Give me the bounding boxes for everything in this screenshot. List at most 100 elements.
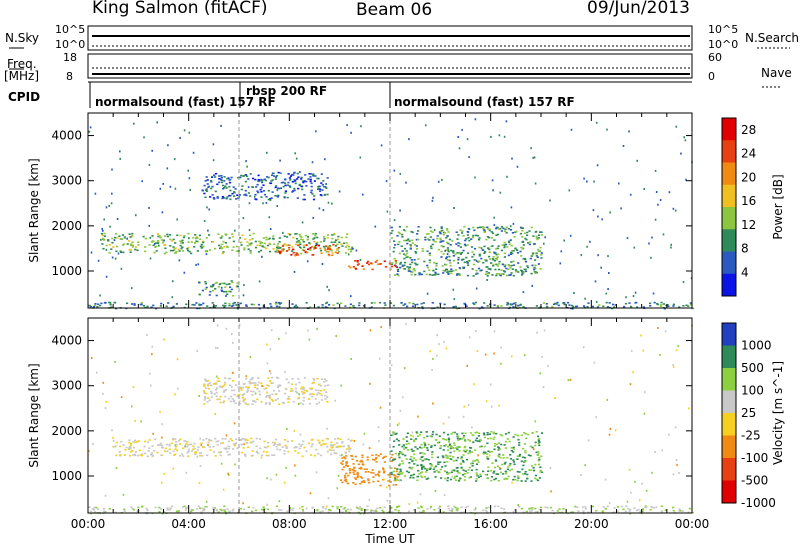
data-cell xyxy=(269,348,272,351)
data-cell xyxy=(425,458,428,460)
data-cell xyxy=(514,231,517,234)
data-cell xyxy=(160,302,163,305)
data-cell xyxy=(421,466,424,469)
data-cell xyxy=(332,244,335,246)
data-cell xyxy=(354,478,357,480)
data-cell xyxy=(490,262,493,264)
data-cell xyxy=(360,508,363,510)
data-cell xyxy=(310,388,313,391)
data-cell xyxy=(423,436,426,439)
data-cell xyxy=(453,442,456,444)
data-cell xyxy=(457,258,460,261)
data-cell xyxy=(511,157,513,160)
data-cell xyxy=(457,234,460,236)
data-cell xyxy=(445,256,448,258)
data-cell xyxy=(509,458,513,460)
data-cell xyxy=(204,288,207,290)
y-tick-label: 2000 xyxy=(51,219,82,233)
data-cell xyxy=(262,184,265,186)
data-cell xyxy=(463,243,466,246)
data-cell xyxy=(291,173,294,176)
data-cell xyxy=(366,262,369,264)
data-cell xyxy=(591,505,594,508)
data-cell xyxy=(262,450,265,453)
data-cell xyxy=(336,487,339,490)
data-cell xyxy=(278,250,281,253)
data-cell xyxy=(428,239,431,241)
data-cell xyxy=(491,179,494,182)
data-cell xyxy=(359,506,362,508)
data-cell xyxy=(654,218,657,221)
data-cell xyxy=(256,398,259,401)
data-cell xyxy=(411,466,414,469)
data-cell xyxy=(516,249,519,252)
data-cell xyxy=(667,305,670,307)
data-cell xyxy=(521,229,524,232)
data-cell xyxy=(271,237,275,240)
data-cell xyxy=(216,324,219,327)
data-cell xyxy=(132,454,135,456)
data-cell xyxy=(272,235,275,237)
data-cell xyxy=(393,258,396,260)
data-cell xyxy=(171,296,174,299)
data-cell xyxy=(215,440,218,443)
data-cell xyxy=(231,192,234,195)
data-cell xyxy=(206,454,209,457)
data-cell xyxy=(193,304,196,306)
data-cell xyxy=(299,402,302,404)
data-cell xyxy=(271,393,274,396)
data-cell xyxy=(193,246,196,248)
data-cell xyxy=(499,434,502,436)
data-cell xyxy=(405,250,408,252)
data-cell xyxy=(423,270,426,273)
data-cell xyxy=(369,329,372,332)
data-cell xyxy=(105,206,108,209)
data-cell xyxy=(446,235,449,237)
data-cell xyxy=(239,176,242,179)
data-cell xyxy=(359,476,362,478)
data-cell xyxy=(358,467,361,470)
data-cell xyxy=(405,470,409,473)
data-cell xyxy=(523,232,526,235)
data-cell xyxy=(431,451,434,453)
data-cell xyxy=(435,465,438,468)
data-cell xyxy=(420,505,423,508)
data-cell xyxy=(277,187,280,189)
data-cell xyxy=(328,448,331,451)
data-cell xyxy=(538,441,541,444)
data-cell xyxy=(663,307,666,310)
data-cell xyxy=(159,187,162,190)
data-cell xyxy=(148,206,150,209)
data-cell xyxy=(584,508,588,510)
data-cell xyxy=(320,389,323,392)
data-cell xyxy=(345,472,348,475)
data-cell xyxy=(401,453,404,456)
data-cell xyxy=(187,246,190,249)
data-cell xyxy=(429,226,432,229)
data-cell xyxy=(131,232,134,235)
data-cell xyxy=(446,270,449,273)
colorbar-swatch xyxy=(722,229,736,252)
data-cell xyxy=(298,233,301,236)
data-cell xyxy=(133,454,136,457)
data-cell xyxy=(428,273,431,276)
data-cell xyxy=(369,510,372,513)
data-cell xyxy=(222,251,225,253)
data-cell xyxy=(259,241,263,244)
data-cell xyxy=(633,507,636,510)
data-cell xyxy=(373,510,376,512)
data-cell xyxy=(624,302,628,305)
data-cell xyxy=(524,471,527,473)
data-cell xyxy=(143,445,146,448)
colorbar-tick-label: 100 xyxy=(741,384,764,398)
data-cell xyxy=(183,235,186,237)
data-cell xyxy=(475,463,479,465)
data-cell xyxy=(288,185,291,187)
data-cell xyxy=(111,192,113,195)
data-cell xyxy=(298,396,301,399)
data-cell xyxy=(282,185,285,188)
data-cell xyxy=(307,178,310,180)
data-cell xyxy=(504,440,508,443)
data-cell xyxy=(454,447,458,449)
data-cell xyxy=(367,260,370,263)
